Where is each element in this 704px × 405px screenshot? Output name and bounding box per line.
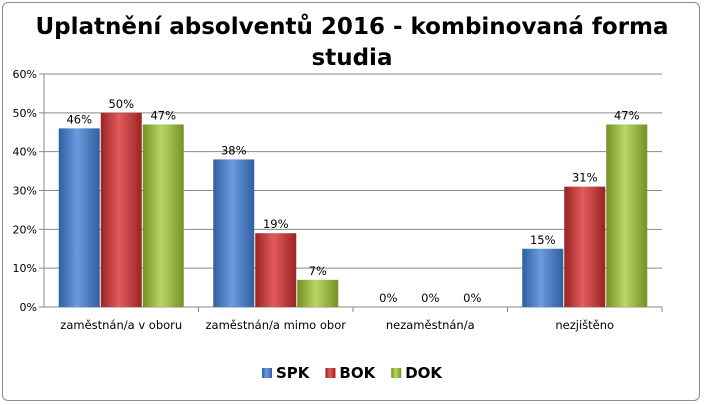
data-label: 7% bbox=[309, 264, 327, 278]
data-label: 19% bbox=[263, 217, 289, 231]
bar-dok bbox=[297, 279, 339, 307]
axes: 0% 10% 20% 30% 40% 50% 60% zaměstnán/a v oboru z… bbox=[13, 68, 663, 332]
data-label: 31% bbox=[572, 171, 598, 185]
bar-dok bbox=[606, 124, 648, 307]
data-label: 46% bbox=[66, 112, 92, 126]
bar-spk bbox=[522, 248, 564, 307]
legend-swatch-spk bbox=[262, 368, 272, 378]
bar-dok bbox=[142, 124, 184, 307]
legend-swatch-bok bbox=[325, 368, 336, 378]
chart-title-line2: studia bbox=[311, 45, 393, 71]
data-label: 0% bbox=[379, 291, 397, 305]
y-tick-label: 10% bbox=[13, 262, 37, 275]
x-tick-label: nezaměstnán/a bbox=[386, 318, 475, 332]
bar-bok bbox=[255, 233, 297, 307]
bar-spk bbox=[58, 128, 100, 307]
x-tick-label: nezjištěno bbox=[555, 318, 614, 332]
legend-label-spk: SPK bbox=[276, 364, 311, 382]
y-tick-label: 40% bbox=[13, 146, 37, 159]
bar-spk bbox=[213, 159, 255, 307]
data-label: 47% bbox=[150, 108, 176, 122]
data-label: 15% bbox=[530, 233, 556, 247]
y-tick-label: 50% bbox=[13, 107, 37, 120]
data-label: 50% bbox=[108, 97, 134, 111]
y-tick-label: 60% bbox=[13, 68, 37, 81]
chart-title-line1: Uplatnění absolventů 2016 - kombinovaná … bbox=[35, 14, 669, 40]
chart-title: Uplatnění absolventů 2016 - kombinovaná … bbox=[0, 12, 704, 74]
legend-label-bok: BOK bbox=[339, 364, 376, 382]
data-label: 0% bbox=[421, 291, 439, 305]
y-tick-label: 30% bbox=[13, 185, 37, 198]
bar-bok bbox=[564, 186, 606, 307]
y-tick-label: 0% bbox=[20, 301, 37, 314]
data-label: 47% bbox=[614, 108, 640, 122]
x-tick-label: zaměstnán/a mimo obor bbox=[206, 318, 347, 332]
y-tick-label: 20% bbox=[13, 223, 37, 236]
legend-swatch-dok bbox=[391, 368, 402, 378]
data-labels: 46% 50% 47% 38% 19% 7% 0% 0% 0% 15% 31% 47% bbox=[66, 97, 639, 305]
data-label: 38% bbox=[221, 143, 247, 157]
bar-bok bbox=[100, 112, 142, 307]
bars bbox=[58, 112, 648, 307]
x-tick-label: zaměstnán/a v oboru bbox=[60, 318, 182, 332]
legend-label-dok: DOK bbox=[405, 364, 443, 382]
data-label: 0% bbox=[463, 291, 481, 305]
legend: SPK BOK DOK bbox=[262, 364, 443, 382]
